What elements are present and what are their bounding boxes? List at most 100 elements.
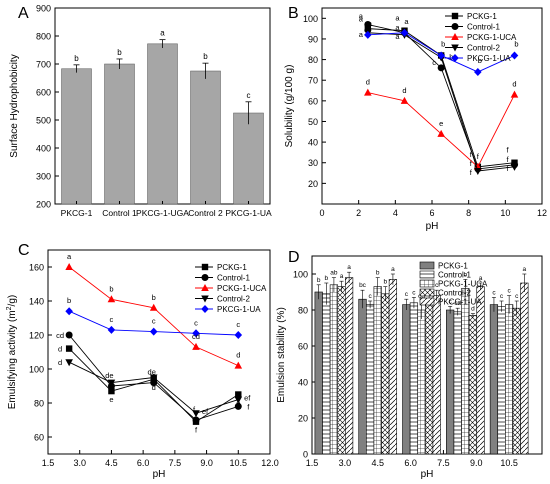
- significance-letter: d: [512, 80, 516, 89]
- x-tick-label: PKCG-1: [61, 208, 93, 218]
- x-tick-label: 8: [466, 208, 471, 218]
- data-point-control-2: [65, 359, 73, 367]
- significance-letter: a: [395, 32, 400, 41]
- x-tick-label: 9.0: [200, 458, 213, 468]
- significance-letter: b: [514, 39, 518, 48]
- legend-swatch-control-1: [419, 270, 435, 279]
- y-tick-label: 60: [34, 433, 44, 443]
- legend-marker-pckg-1-uca: [451, 33, 459, 40]
- bar-control-1: [322, 293, 331, 455]
- legend-label: Control-2: [438, 289, 471, 298]
- bar-pckg-1-uca: [417, 309, 426, 455]
- x-tick-label: 10: [500, 208, 510, 218]
- legend-marker-control-2: [201, 295, 209, 303]
- data-point-pckg-1-uca: [192, 342, 200, 350]
- x-tick-label: 4.5: [371, 458, 384, 468]
- y-tick-label: 60: [308, 96, 318, 106]
- y-axis-title: Solubility (g/100 g): [284, 65, 295, 148]
- significance-letter: de: [148, 368, 156, 377]
- significance-letter: b: [109, 284, 113, 293]
- legend-marker-pckg-1-uca: [201, 284, 209, 291]
- legend-label: PCKG-1-UCA: [438, 280, 488, 289]
- bar-pckg-1: [358, 298, 367, 455]
- bar-pckg-1-uca: [505, 304, 514, 455]
- significance-letter: c: [368, 293, 372, 300]
- significance-letter: de: [105, 371, 113, 380]
- data-point-control-1: [192, 416, 200, 424]
- significance-letter: c: [236, 320, 240, 329]
- significance-letter: c: [405, 291, 409, 298]
- legend-label: Control-1: [467, 23, 500, 32]
- significance-letter: d: [58, 345, 62, 354]
- significance-letter: b: [67, 296, 71, 305]
- x-tick-label: 7.5: [169, 458, 182, 468]
- bar-pkcg-1-ua: [388, 279, 398, 455]
- y-tick-label: 900: [36, 4, 51, 14]
- significance-letter: a: [347, 264, 351, 271]
- legend-label: Control-2: [217, 295, 250, 304]
- significance-letter: f: [477, 152, 480, 161]
- y-tick-label: 500: [36, 116, 51, 126]
- bar-pckg-1: [314, 291, 323, 455]
- x-tick-label: PKCG-1-UA: [225, 208, 272, 218]
- bar-pckg-1: [446, 309, 455, 455]
- data-point-pkcg-1-ua: [400, 28, 409, 37]
- significance-letter: a: [359, 12, 364, 21]
- significance-letter: f: [506, 155, 509, 164]
- x-tick-label: 2: [356, 208, 361, 218]
- x-axis-title: pH: [421, 469, 434, 479]
- legend-swatch-pckg-1: [419, 261, 435, 270]
- significance-letter: c: [432, 58, 436, 67]
- significance-letter: c: [412, 289, 416, 296]
- legend-label: PCKG-1-UCA: [467, 33, 517, 42]
- y-tick-label: 200: [36, 200, 51, 210]
- significance-letter: f: [247, 402, 250, 411]
- significance-letter: b: [203, 52, 208, 61]
- y-tick-label: 70: [308, 76, 318, 86]
- legend-swatch-pkcg-1-ua: [419, 297, 435, 306]
- y-tick-label: 80: [298, 306, 308, 316]
- panel-letter-d: D: [288, 249, 300, 266]
- significance-letter: c: [449, 298, 453, 305]
- y-tick-label: 160: [29, 263, 44, 273]
- legend-label: PKCG-1-UA: [467, 54, 511, 63]
- y-tick-label: 20: [308, 179, 318, 189]
- data-point-pckg-1: [364, 25, 372, 32]
- significance-letter: ab: [330, 270, 338, 277]
- bar: [190, 70, 221, 205]
- significance-letter: ef: [244, 394, 251, 403]
- data-point-pkcg-1-ua: [510, 51, 519, 60]
- significance-letter: f: [470, 168, 473, 177]
- significance-letter: e: [439, 119, 443, 128]
- y-tick-label: 80: [308, 55, 318, 65]
- data-point-pckg-1-uca: [364, 88, 372, 96]
- significance-letter: f: [470, 150, 473, 159]
- x-tick-label: 12.0: [261, 458, 279, 468]
- data-point-pkcg-1-ua: [474, 67, 482, 76]
- y-tick-label: 100: [303, 14, 318, 24]
- significance-letter: cd: [454, 300, 461, 307]
- x-tick-label: 1.5: [306, 458, 319, 468]
- data-point-control-2: [107, 379, 116, 387]
- bar-pckg-1-uca: [461, 288, 470, 455]
- significance-letter: a: [368, 19, 373, 28]
- significance-letter: c: [515, 293, 519, 300]
- data-point-pkcg-1-ua: [234, 331, 243, 339]
- significance-letter: d: [58, 358, 62, 367]
- bar: [233, 112, 264, 205]
- legend-label: PCKG-1-UCA: [217, 284, 267, 293]
- data-point-pkcg-1-ua: [65, 307, 73, 316]
- bar-control-1: [409, 302, 419, 455]
- bar-pckg-1-uca: [373, 286, 382, 455]
- legend-marker-pckg-1: [451, 12, 459, 20]
- bar-control-1: [366, 304, 375, 455]
- significance-letter: cd: [56, 331, 64, 340]
- data-point-pkcg-1-ua: [192, 329, 200, 338]
- legend-marker-control-1: [201, 274, 209, 281]
- significance-letter: b: [74, 54, 79, 63]
- significance-letter: f: [470, 159, 473, 168]
